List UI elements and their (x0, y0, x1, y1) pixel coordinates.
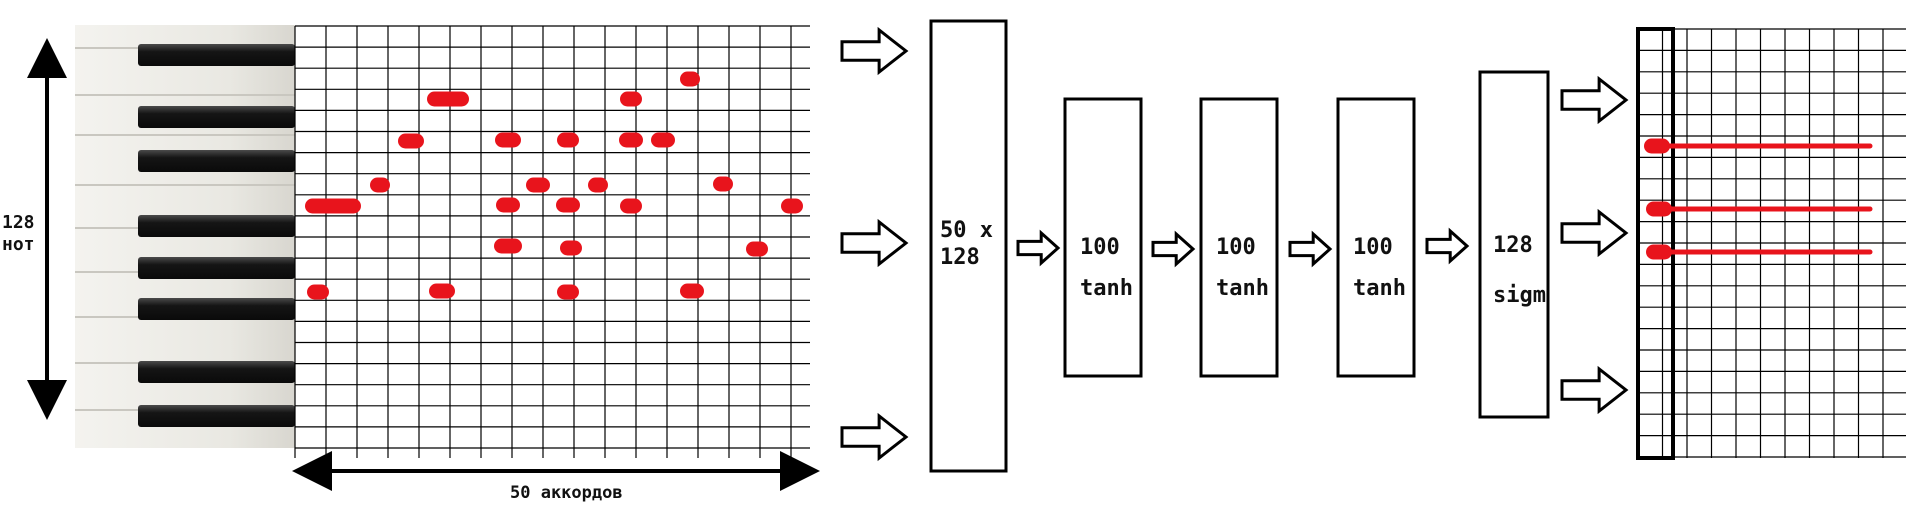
output-notes (1644, 138, 1873, 260)
note-blob (398, 133, 424, 149)
black-key (138, 405, 295, 427)
layer-box (1063, 97, 1143, 378)
layer-box (1336, 97, 1416, 378)
right-arrow-icon (1560, 365, 1629, 415)
note-blob (680, 283, 704, 299)
note-blob (620, 198, 642, 214)
right-arrow-icon (1016, 229, 1061, 267)
layer-box (1199, 97, 1279, 378)
note-blob (588, 177, 608, 193)
right-arrow-icon (840, 26, 909, 76)
note-blob (556, 197, 580, 213)
layer-activation-label: tanh (1080, 276, 1133, 301)
layer-activation-label: tanh (1353, 276, 1406, 301)
note-blob (560, 240, 582, 256)
note-blob (526, 177, 550, 193)
black-key (138, 150, 295, 172)
right-arrow-icon (840, 218, 909, 268)
layer-size-label: 100 (1216, 235, 1256, 260)
output-note (1646, 201, 1873, 217)
layer-size-label: 128 (1493, 233, 1533, 258)
black-key (138, 106, 295, 128)
notes-unit-label: нот (2, 234, 35, 255)
layer-size-label: 100 (1080, 235, 1120, 260)
current-step-column (1636, 27, 1675, 460)
right-arrow-icon (1425, 227, 1470, 265)
layer-size-label: 50 x (940, 218, 993, 243)
piano-keyboard (75, 25, 295, 448)
output-note (1646, 244, 1873, 260)
right-arrow-icon (1288, 230, 1333, 268)
layer-output: 128 sigm (1478, 70, 1550, 419)
black-key (138, 44, 295, 66)
output-piano-roll-grid (1636, 27, 1906, 460)
black-key (138, 298, 295, 320)
note-blob (427, 91, 469, 107)
black-key (138, 215, 295, 237)
layer-hidden3: 100 tanh (1336, 97, 1416, 378)
right-arrow-icon (1151, 230, 1196, 268)
note-blob (1644, 138, 1670, 154)
note-blob (781, 198, 803, 214)
right-arrow-icon (1560, 75, 1629, 125)
note-blob (1646, 244, 1672, 260)
layer-hidden2: 100 tanh (1199, 97, 1279, 378)
input-piano-roll-grid (294, 25, 810, 458)
note-blob (651, 132, 675, 148)
note-blob (557, 284, 579, 300)
chords-label: 50 аккордов (510, 483, 623, 503)
layer-box (929, 19, 1008, 473)
note-blob (496, 197, 520, 213)
note-blob (713, 176, 733, 192)
note-blob (494, 238, 522, 254)
layer-size-label: 100 (1353, 235, 1393, 260)
right-arrow-icon (840, 412, 909, 462)
note-blob (305, 198, 361, 214)
note-blob (557, 132, 579, 148)
notes-count-label: 128 (2, 212, 35, 233)
note-blob (680, 71, 700, 87)
layer-activation-label: sigm (1493, 283, 1546, 308)
note-blob (746, 241, 768, 257)
layer-box (1478, 70, 1550, 419)
note-blob (307, 284, 329, 300)
note-blob (620, 91, 642, 107)
note-blob (429, 283, 455, 299)
input-notes (305, 71, 803, 300)
right-arrow-icon (1560, 208, 1629, 258)
layer-hidden1: 100 tanh (1063, 97, 1143, 378)
note-blob (619, 132, 643, 148)
note-blob (1646, 201, 1672, 217)
output-note (1644, 138, 1873, 154)
note-blob (370, 177, 390, 193)
note-blob (495, 132, 521, 148)
black-key (138, 361, 295, 383)
black-key (138, 257, 295, 279)
layer-activation-label: tanh (1216, 276, 1269, 301)
layer-activation-label: 128 (940, 245, 980, 270)
